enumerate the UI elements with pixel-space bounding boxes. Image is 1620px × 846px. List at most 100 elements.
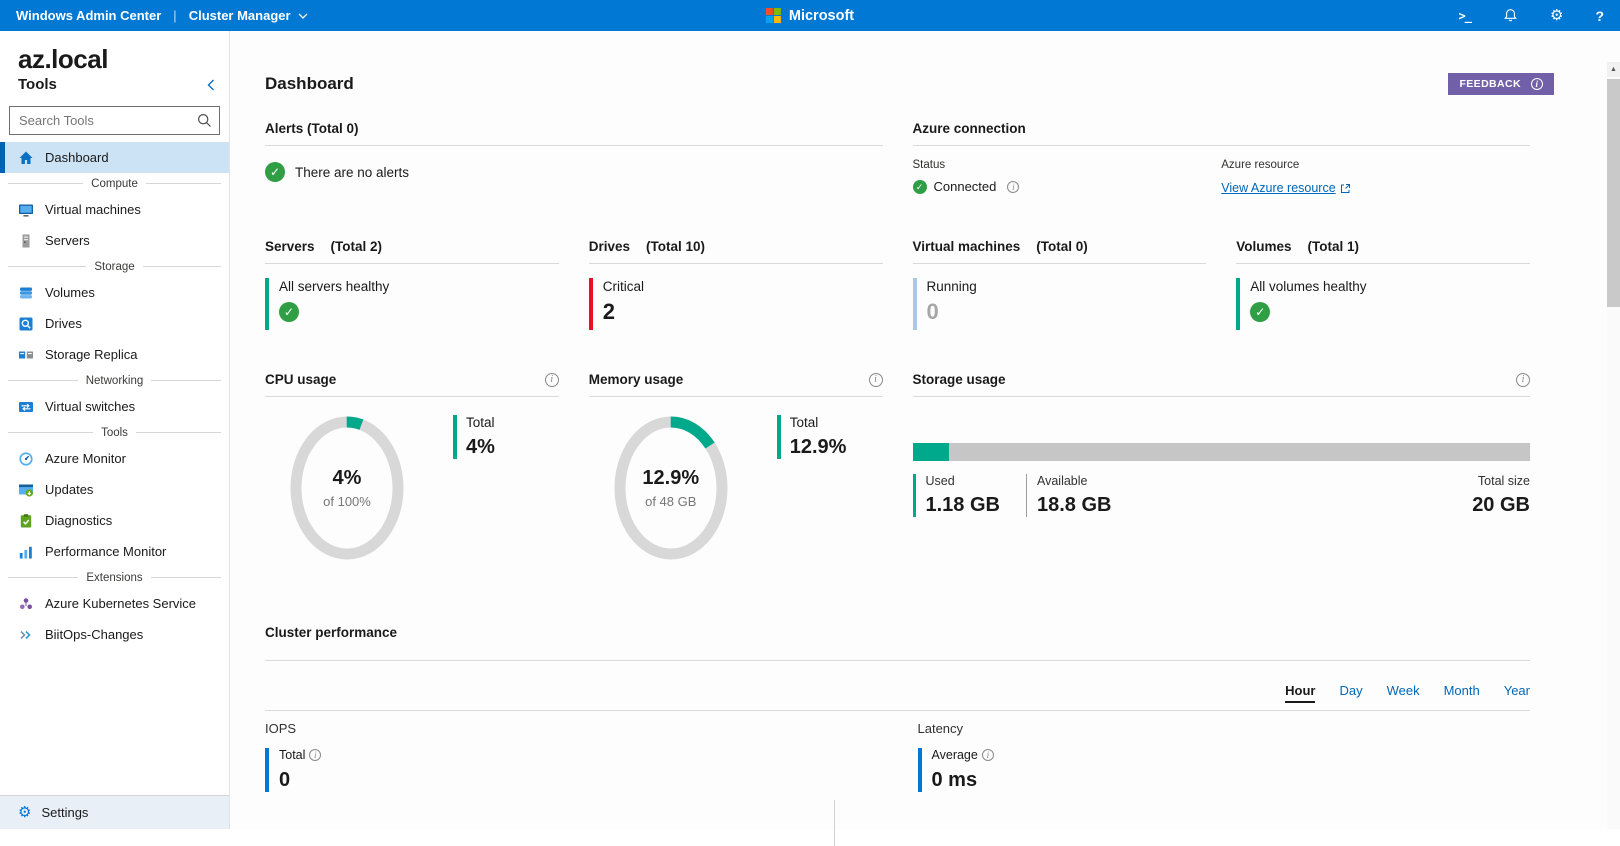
- info-icon[interactable]: i: [309, 749, 322, 761]
- cluster-performance-card: Cluster performance Hour Day Week Month Year…: [265, 625, 1530, 846]
- sidebar-item-label: Drives: [45, 316, 82, 331]
- scroll-up-button[interactable]: ▲: [1607, 62, 1620, 77]
- sidebar-item-azure-kubernetes-service[interactable]: Azure Kubernetes Service: [0, 588, 229, 619]
- available-label: Available: [1036, 474, 1088, 488]
- storage-usage-card: Storage usage i Used 1.18 GB Available 1…: [912, 372, 1530, 567]
- virtual-machines-icon: [18, 202, 34, 218]
- drives-critical-block: Critical 2: [588, 278, 883, 330]
- powershell-icon[interactable]: >_: [1458, 8, 1472, 23]
- iops-value: 0: [279, 769, 291, 791]
- sidebar-item-settings[interactable]: ⚙ Settings: [0, 795, 229, 829]
- notifications-bell-icon[interactable]: [1503, 8, 1518, 23]
- topbar: Windows Admin Center | Cluster Manager M…: [0, 0, 1620, 31]
- no-alerts-message: There are no alerts: [295, 164, 410, 180]
- sidebar-section-storage: Storage: [0, 260, 229, 273]
- latency-chart-area: [918, 792, 1531, 846]
- azure-status-field: Status ✓ Connected i: [912, 159, 1222, 197]
- solution-name: Cluster Manager: [188, 8, 291, 23]
- servers-status-block: All servers healthy ✓: [265, 278, 559, 330]
- storage-used-stat: Used 1.18 GB: [912, 474, 1000, 517]
- azure-monitor-icon: [18, 451, 34, 467]
- updates-icon: [18, 482, 34, 498]
- sidebar-item-label: Azure Monitor: [45, 451, 126, 466]
- settings-label: Settings: [41, 805, 89, 820]
- scrollbar-thumb[interactable]: [1607, 79, 1620, 307]
- legend-value: 4%: [466, 436, 495, 458]
- status-label: Status: [912, 159, 946, 171]
- latency-metric-label: Average: [931, 748, 978, 762]
- cpu-percent-value: 4%: [332, 467, 362, 489]
- tools-sidebar: az.local Tools Dashboard Compute Virtual m…: [0, 31, 230, 829]
- feedback-button[interactable]: FEEDBACK i: [1448, 73, 1554, 95]
- sidebar-nav: Dashboard Compute Virtual machines Servers S…: [0, 142, 229, 650]
- help-icon[interactable]: ?: [1595, 7, 1604, 24]
- sidebar-section-extensions: Extensions: [0, 571, 229, 584]
- settings-gear-icon[interactable]: ⚙: [1549, 7, 1564, 24]
- available-value: 18.8 GB: [1036, 494, 1112, 516]
- sidebar-item-label: Servers: [45, 233, 90, 248]
- dashboard-main: Dashboard FEEDBACK i Alerts (Total 0) ✓ …: [230, 31, 1620, 846]
- azure-resource-field: Azure resource View Azure resource: [1221, 159, 1530, 197]
- tab-hour[interactable]: Hour: [1285, 683, 1316, 703]
- memory-percent-sub: of 48 GB: [645, 494, 697, 509]
- tab-month[interactable]: Month: [1443, 683, 1480, 698]
- sidebar-item-label: BiitOps-Changes: [45, 627, 144, 642]
- volumes-status-block: All volumes healthy ✓: [1236, 278, 1530, 330]
- alerts-card: Alerts (Total 0) ✓ There are no alerts: [265, 121, 883, 197]
- performance-monitor-icon: [18, 544, 34, 560]
- sidebar-item-storage-replica[interactable]: Storage Replica: [0, 339, 229, 370]
- sidebar-item-dashboard[interactable]: Dashboard: [0, 142, 229, 173]
- storage-usage-bar: [912, 443, 1530, 461]
- sidebar-item-virtual-machines[interactable]: Virtual machines: [0, 194, 229, 225]
- info-icon[interactable]: i: [1516, 372, 1530, 387]
- sidebar-item-servers[interactable]: Servers: [0, 225, 229, 256]
- healthy-check-icon: ✓: [1250, 302, 1271, 322]
- volumes-card-title: Volumes: [1236, 239, 1292, 254]
- sidebar-item-diagnostics[interactable]: Diagnostics: [0, 505, 229, 536]
- tools-panel-title: Tools: [18, 76, 57, 93]
- title-separator: |: [173, 8, 177, 23]
- status-label: Running: [926, 279, 977, 294]
- memory-legend: Total 12.9%: [776, 415, 846, 459]
- tab-year[interactable]: Year: [1503, 683, 1530, 698]
- tab-week[interactable]: Week: [1386, 683, 1420, 698]
- sidebar-item-performance-monitor[interactable]: Performance Monitor: [0, 536, 229, 567]
- storage-replica-icon: [18, 347, 34, 363]
- alerts-card-title: Alerts (Total 0): [265, 121, 359, 136]
- chevron-left-icon: [207, 79, 214, 90]
- cpu-percent-sub: of 100%: [323, 494, 371, 509]
- sidebar-item-updates[interactable]: Updates: [0, 474, 229, 505]
- info-icon[interactable]: i: [868, 372, 883, 387]
- sidebar-item-azure-monitor[interactable]: Azure Monitor: [0, 443, 229, 474]
- sidebar-item-biitops-changes[interactable]: BiitOps-Changes: [0, 619, 229, 650]
- sidebar-item-label: Updates: [45, 482, 94, 497]
- app-title[interactable]: Windows Admin Center: [16, 8, 162, 23]
- settings-gear-icon: ⚙: [18, 804, 32, 821]
- vm-card-total: (Total 0): [1036, 239, 1088, 254]
- used-label: Used: [925, 474, 955, 488]
- search-tools-input[interactable]: [9, 106, 220, 135]
- sidebar-item-virtual-switches[interactable]: Virtual switches: [0, 391, 229, 422]
- iops-panel: IOPS Total i 0: [265, 721, 878, 846]
- sidebar-item-drives[interactable]: Drives: [0, 308, 229, 339]
- used-value: 1.18 GB: [925, 494, 1000, 516]
- info-icon[interactable]: i: [544, 372, 559, 387]
- microsoft-wordmark: Microsoft: [788, 7, 855, 24]
- servers-card-total: (Total 2): [330, 239, 383, 254]
- view-azure-resource-link[interactable]: View Azure resource: [1221, 181, 1350, 195]
- tab-day[interactable]: Day: [1339, 683, 1363, 698]
- home-icon: [18, 150, 34, 166]
- memory-donut-chart: 12.9% of 48 GB: [601, 409, 741, 567]
- latency-average-block: Average i 0 ms: [917, 748, 1531, 792]
- latency-panel: Latency Average i 0 ms: [917, 721, 1531, 846]
- info-icon[interactable]: i: [981, 749, 994, 761]
- info-icon[interactable]: i: [1007, 180, 1020, 193]
- vertical-scrollbar[interactable]: ▲: [1607, 62, 1620, 829]
- total-size-value: 20 GB: [1472, 494, 1530, 516]
- collapse-sidebar-button[interactable]: [207, 79, 215, 91]
- memory-usage-title: Memory usage: [588, 372, 684, 387]
- solution-switcher[interactable]: Cluster Manager: [189, 8, 308, 23]
- status-label: All volumes healthy: [1250, 279, 1367, 294]
- sidebar-item-volumes[interactable]: Volumes: [0, 277, 229, 308]
- connected-check-icon: ✓: [912, 179, 927, 194]
